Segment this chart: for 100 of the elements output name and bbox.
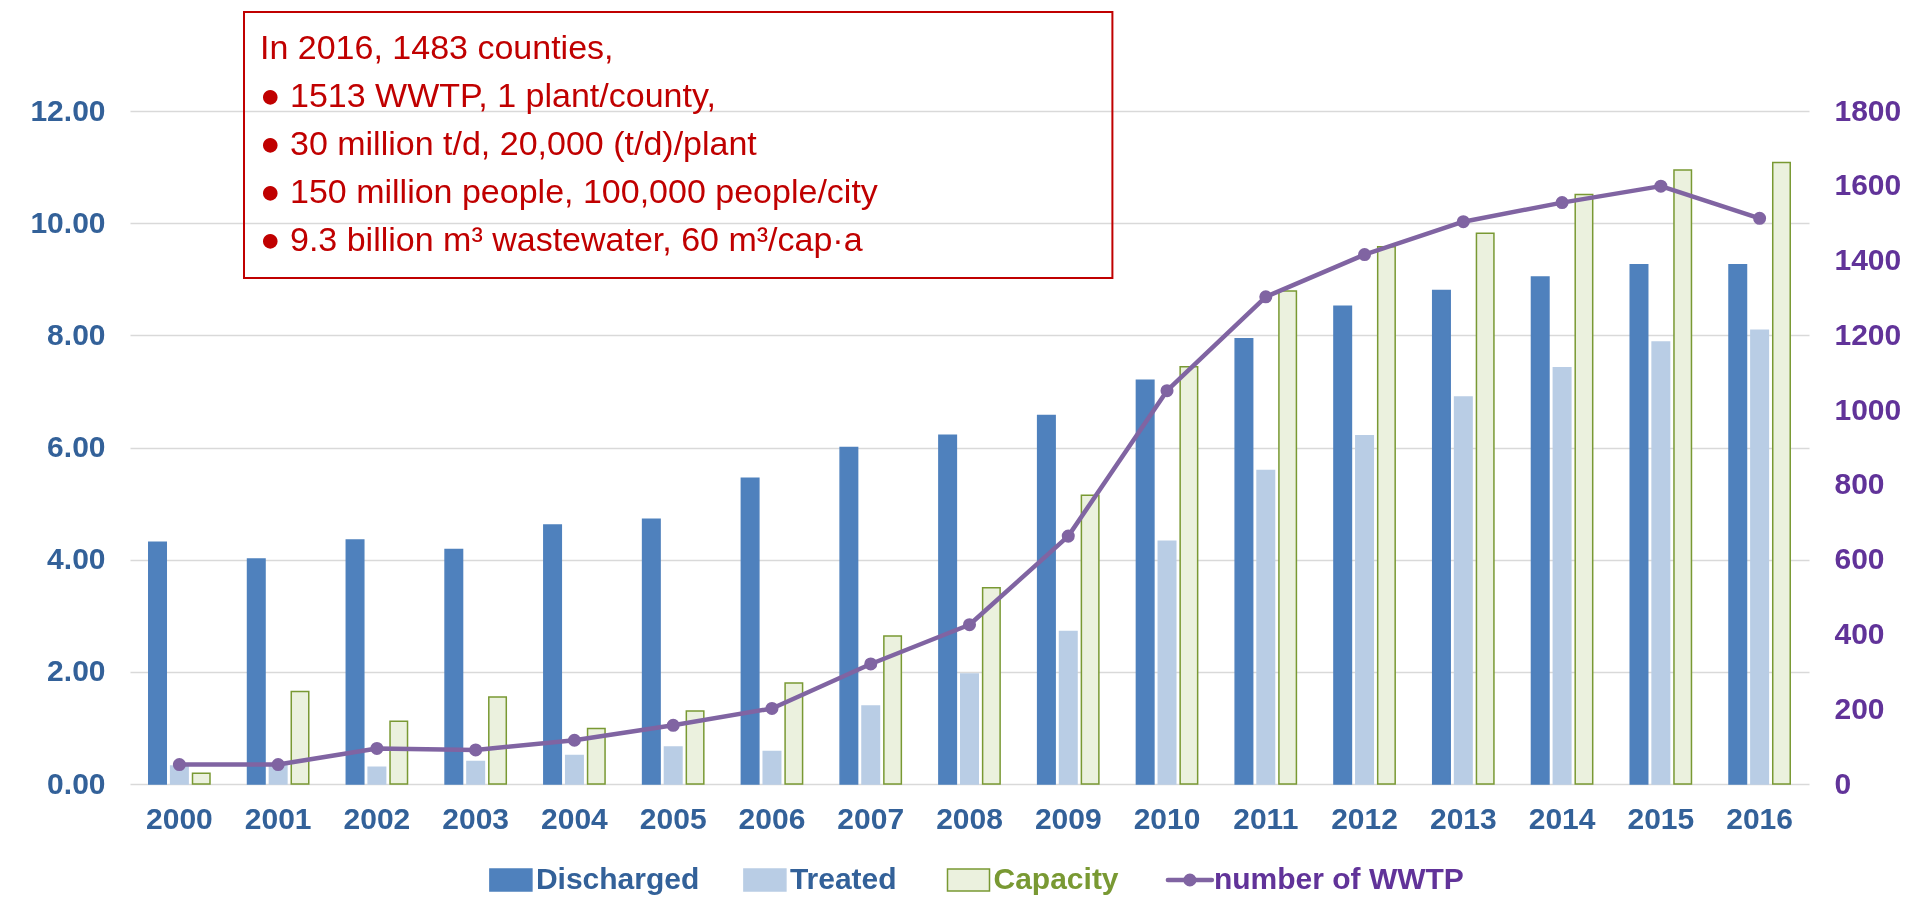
legend-label: number of WWTP	[1213, 862, 1464, 895]
bar	[839, 446, 859, 785]
bar	[246, 558, 266, 785]
bar	[740, 477, 760, 785]
bar	[1771, 161, 1791, 785]
x-tick-label: 2007	[837, 801, 905, 835]
y2-tick-label: 1000	[1834, 392, 1902, 426]
y-tick-label: 6.00	[47, 430, 106, 463]
bar	[784, 682, 804, 785]
annotation: ● 1513 WWTP, 1 plant/county,	[260, 76, 716, 114]
annotation: ● 30 million t/d, 20,000 (t/d)/plant	[260, 124, 758, 162]
bar	[1135, 379, 1155, 785]
point	[1061, 529, 1075, 543]
x-tick-label: 2002	[343, 801, 411, 835]
point	[1753, 211, 1767, 225]
bar	[1728, 263, 1748, 785]
bar	[1431, 289, 1451, 785]
bar	[1673, 169, 1693, 785]
point	[271, 758, 285, 772]
bar	[1179, 365, 1199, 785]
bar	[1355, 434, 1375, 785]
y2-tick-label: 800	[1834, 467, 1885, 501]
bar	[1552, 367, 1572, 785]
bar	[191, 772, 211, 785]
bar	[1530, 276, 1550, 785]
bar	[1333, 305, 1353, 785]
legend-label: Capacity	[993, 862, 1119, 895]
x-tick-label: 2001	[244, 801, 312, 835]
y-tick-label: 0.00	[47, 766, 106, 800]
legend-label: Treated	[789, 862, 897, 895]
x-tick-label: 2013	[1429, 801, 1497, 835]
bar	[488, 696, 508, 785]
bar	[883, 635, 903, 785]
point	[666, 718, 680, 732]
bar	[345, 539, 365, 785]
bar	[1080, 494, 1100, 785]
y2-tick-label: 1600	[1834, 168, 1902, 202]
bar	[1157, 540, 1177, 785]
bar	[1629, 263, 1649, 785]
bar	[938, 434, 958, 785]
bar	[290, 690, 310, 785]
point	[370, 741, 384, 755]
point	[962, 618, 977, 632]
x-tick-label: 2006	[738, 801, 806, 835]
y-tick-label: 12.00	[30, 93, 106, 127]
point	[469, 743, 483, 757]
bar	[762, 750, 782, 785]
point	[864, 657, 878, 671]
bar	[1036, 414, 1056, 785]
bar	[564, 754, 584, 785]
bar	[981, 586, 1001, 785]
bar	[1058, 630, 1078, 785]
bar	[389, 720, 409, 785]
y2-tick-label: 200	[1834, 691, 1885, 725]
bar	[663, 746, 683, 785]
x-tick-label: 2003	[442, 801, 510, 835]
bar	[543, 524, 563, 785]
bar	[1278, 290, 1298, 785]
bar	[444, 548, 464, 785]
bar	[1234, 337, 1254, 785]
y2-tick-label: 1200	[1834, 317, 1902, 351]
text: In 2016, 1483 counties,	[260, 28, 614, 66]
legend-label: Discharged	[535, 862, 700, 895]
bar	[1651, 341, 1671, 785]
bar	[148, 541, 168, 785]
point	[1259, 290, 1273, 304]
y-tick-label: 10.00	[30, 205, 106, 239]
bar	[641, 518, 661, 785]
bar	[1453, 396, 1473, 785]
bar	[960, 673, 979, 785]
bar	[1750, 329, 1770, 785]
y2-tick-label: 1400	[1834, 243, 1902, 277]
y2-tick-label: 0	[1834, 766, 1852, 800]
annotation: ● 150 million people, 100,000 people/city	[260, 172, 878, 210]
y-tick-label: 2.00	[47, 654, 106, 688]
bar	[685, 710, 705, 785]
x-tick-label: 2015	[1627, 801, 1695, 835]
x-tick-label: 2014	[1528, 801, 1596, 835]
x-tick-label: 2010	[1133, 801, 1201, 835]
point	[172, 758, 186, 772]
bar	[466, 760, 486, 785]
bar	[861, 705, 881, 785]
x-tick-label: 2009	[1034, 801, 1102, 835]
x-tick-label: 2011	[1233, 801, 1299, 835]
x-tick-label: 2012	[1331, 801, 1398, 835]
x-tick-label: 2016	[1726, 801, 1793, 835]
point	[1555, 196, 1569, 210]
y-tick-label: 8.00	[47, 317, 106, 351]
bar	[367, 766, 387, 785]
x-tick-label: 2005	[639, 801, 707, 835]
point	[765, 701, 779, 715]
point	[1456, 215, 1470, 229]
x-tick-label: 2004	[541, 801, 609, 835]
y-tick-label: 4.00	[47, 542, 106, 576]
y2-tick-label: 600	[1834, 542, 1885, 576]
y2-tick-label: 1800	[1834, 93, 1902, 127]
bar	[586, 727, 606, 785]
bar	[1256, 469, 1276, 785]
annotation: ● 9.3 billion m³ wastewater, 60 m³/cap·a	[260, 220, 863, 258]
point	[1654, 179, 1668, 193]
